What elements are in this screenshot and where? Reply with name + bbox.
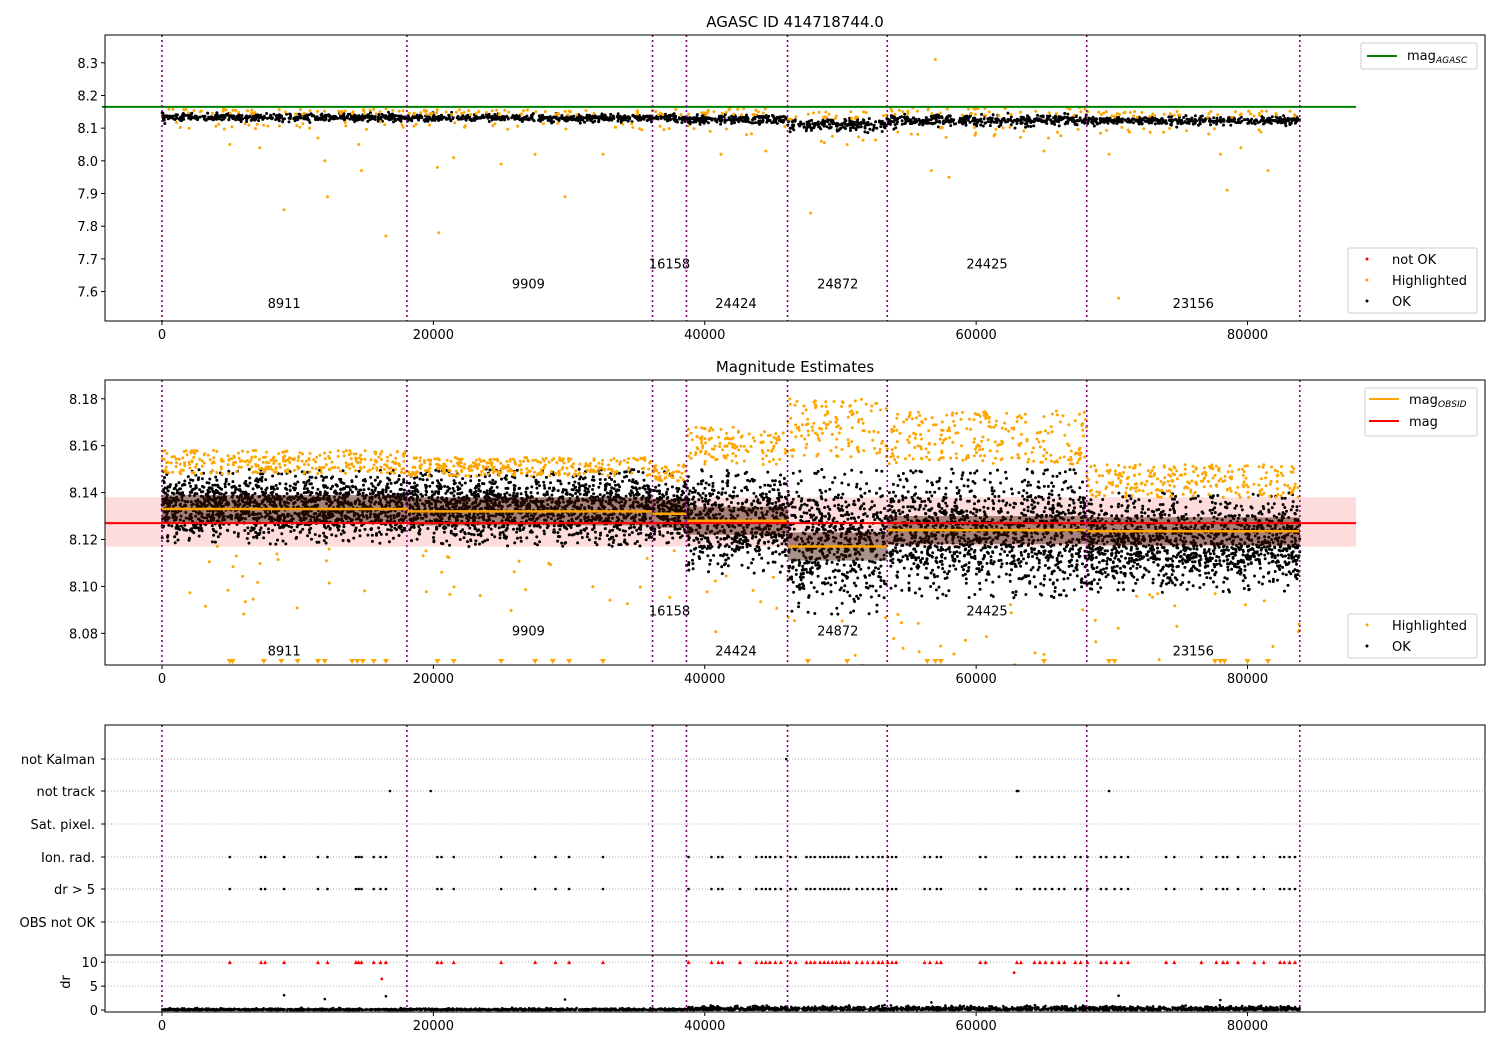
flag-label: Sat. pixel. — [31, 818, 95, 833]
agasc-xtick-label: 0 — [158, 328, 166, 343]
estimates-obsid-label: 9909 — [512, 625, 545, 640]
estimates-xtick-label: 60000 — [955, 672, 996, 687]
agasc-ytick-label: 8.1 — [77, 122, 98, 137]
legend-ok-label: OK — [1392, 295, 1411, 310]
agasc-ytick-label: 7.6 — [77, 286, 98, 301]
dr-xtick-label: 80000 — [1227, 1019, 1268, 1034]
legend-not-ok-marker — [1365, 257, 1369, 261]
agasc-highlighted-points — [167, 58, 1297, 300]
legend-agasc-sub: AGASC — [1435, 56, 1468, 66]
dr-xtick-label: 40000 — [684, 1019, 725, 1034]
legend2-highlighted-marker — [1365, 623, 1369, 627]
agasc-xtick-label: 20000 — [413, 328, 454, 343]
flag-label: Ion. rad. — [41, 851, 95, 866]
agasc-legend-lower: not OK Highlighted OK — [1347, 247, 1478, 314]
legend-ok-marker — [1365, 299, 1369, 303]
agasc-xtick-label: 40000 — [684, 328, 725, 343]
estimates-ytick-label: 8.16 — [69, 440, 98, 455]
dr-ytick-label: 10 — [81, 956, 98, 971]
estimates-ytick-label: 8.14 — [69, 487, 98, 502]
agasc-ytick-label: 7.8 — [77, 220, 98, 235]
flags-panel: not Kalman not track Sat. pixel. Ion. rad. d… — [20, 724, 1486, 956]
estimates-legend-lower: Highlighted OK — [1347, 613, 1478, 659]
flag-label: not Kalman — [21, 753, 95, 768]
legend-mag-obsid-label: mag — [1409, 393, 1438, 408]
legend2-highlighted-label: Highlighted — [1392, 619, 1467, 634]
dr-plot-area: 0 20000 40000 60000 80000 0 5 10 — [81, 954, 1486, 1034]
flags-plot-area: not Kalman not track Sat. pixel. Ion. rad. d… — [20, 724, 1486, 956]
agasc-obsid-label: 24872 — [817, 277, 858, 292]
estimates-ytick-label: 8.18 — [69, 393, 98, 408]
agasc-plot-area: 8911 9909 16158 24424 24872 24425 23156 0 20000 4… — [77, 34, 1486, 343]
flag-label: not track — [36, 785, 95, 800]
dr-xtick-label: 20000 — [413, 1019, 454, 1034]
agasc-ytick-label: 7.9 — [77, 188, 98, 203]
estimates-ytick-label: 8.08 — [69, 627, 98, 642]
dr-ytick-label: 5 — [90, 980, 98, 995]
flag-label: dr > 5 — [54, 883, 95, 898]
legend-mag-label: mag — [1409, 415, 1438, 430]
dr-axes-frame — [104, 954, 1486, 1013]
legend2-ok-label: OK — [1392, 640, 1411, 655]
estimates-obsid-label: 16158 — [649, 605, 690, 620]
estimates-obsid-label: 24424 — [715, 645, 756, 660]
dr-clipped-markers — [227, 960, 1297, 965]
agasc-title: AGASC ID 414718744.0 — [706, 13, 884, 31]
dr-ytick-label: 0 — [90, 1004, 98, 1019]
dr-ok-points — [160, 971, 1301, 1012]
agasc-ytick-label: 7.7 — [77, 253, 98, 268]
agasc-axes-frame — [104, 34, 1486, 322]
estimates-xtick-label: 80000 — [1227, 672, 1268, 687]
flag-label: OBS not OK — [20, 916, 96, 931]
agasc-ok-points — [160, 110, 1301, 135]
estimates-xtick-label: 0 — [158, 672, 166, 687]
estimates-title: Magnitude Estimates — [716, 358, 874, 376]
estimates-obsid-label: 8911 — [268, 645, 301, 660]
estimates-highlighted-points — [160, 397, 1301, 665]
agasc-xtick-label: 60000 — [955, 328, 996, 343]
dr-axis-label: dr — [59, 975, 74, 989]
estimates-ok-points — [160, 467, 1302, 616]
estimates-clipped — [105, 397, 1357, 665]
estimates-ytick-label: 8.12 — [69, 534, 98, 549]
agasc-obsid-label: 24425 — [966, 258, 1007, 273]
dr-xtick-label: 60000 — [955, 1019, 996, 1034]
agasc-xtick-label: 80000 — [1227, 328, 1268, 343]
agasc-ytick-label: 8.0 — [77, 155, 98, 170]
estimates-panel: Magnitude Estimates 8911 9909 16158 24424 24… — [69, 358, 1486, 687]
agasc-ytick-label: 8.2 — [77, 89, 98, 104]
agasc-obsid-label: 16158 — [649, 258, 690, 273]
legend-highlighted-marker — [1365, 278, 1369, 282]
dr-not-ok-points — [380, 971, 1016, 981]
estimates-obsid-label: 24425 — [966, 605, 1007, 620]
agasc-ytick-label: 8.3 — [77, 57, 98, 72]
legend-highlighted-label: Highlighted — [1392, 274, 1467, 289]
agasc-panel: AGASC ID 414718744.0 8911 9909 16158 24424 2… — [77, 13, 1486, 343]
estimates-obsid-label: 23156 — [1173, 645, 1214, 660]
dr-panel: dr 0 20000 40000 60000 80000 0 5 10 — [59, 954, 1486, 1034]
agasc-obsid-label: 23156 — [1173, 297, 1214, 312]
estimates-xtick-label: 40000 — [684, 672, 725, 687]
agasc-obsid-label: 9909 — [512, 277, 545, 292]
estimates-axes-frame — [104, 379, 1486, 666]
legend-not-ok-label: not OK — [1392, 253, 1437, 268]
estimates-plot-area: 8911 9909 16158 24424 24872 24425 23156 0 20000 4… — [69, 379, 1486, 687]
estimates-legend-upper: mag OBSID mag — [1364, 387, 1478, 437]
legend2-ok-marker — [1365, 644, 1369, 648]
agasc-obsid-label: 8911 — [268, 297, 301, 312]
estimates-ytick-label: 8.10 — [69, 580, 98, 595]
legend-mag-obsid-sub: OBSID — [1438, 400, 1467, 410]
estimates-obsid-label: 24872 — [817, 625, 858, 640]
legend-agasc-label: mag — [1407, 49, 1436, 64]
dr-xtick-label: 0 — [158, 1019, 166, 1034]
estimates-offscale-markers — [226, 659, 1271, 664]
agasc-legend-upper: mag AGASC — [1360, 42, 1478, 70]
agasc-obsid-label: 24424 — [715, 297, 756, 312]
estimates-xtick-label: 20000 — [413, 672, 454, 687]
